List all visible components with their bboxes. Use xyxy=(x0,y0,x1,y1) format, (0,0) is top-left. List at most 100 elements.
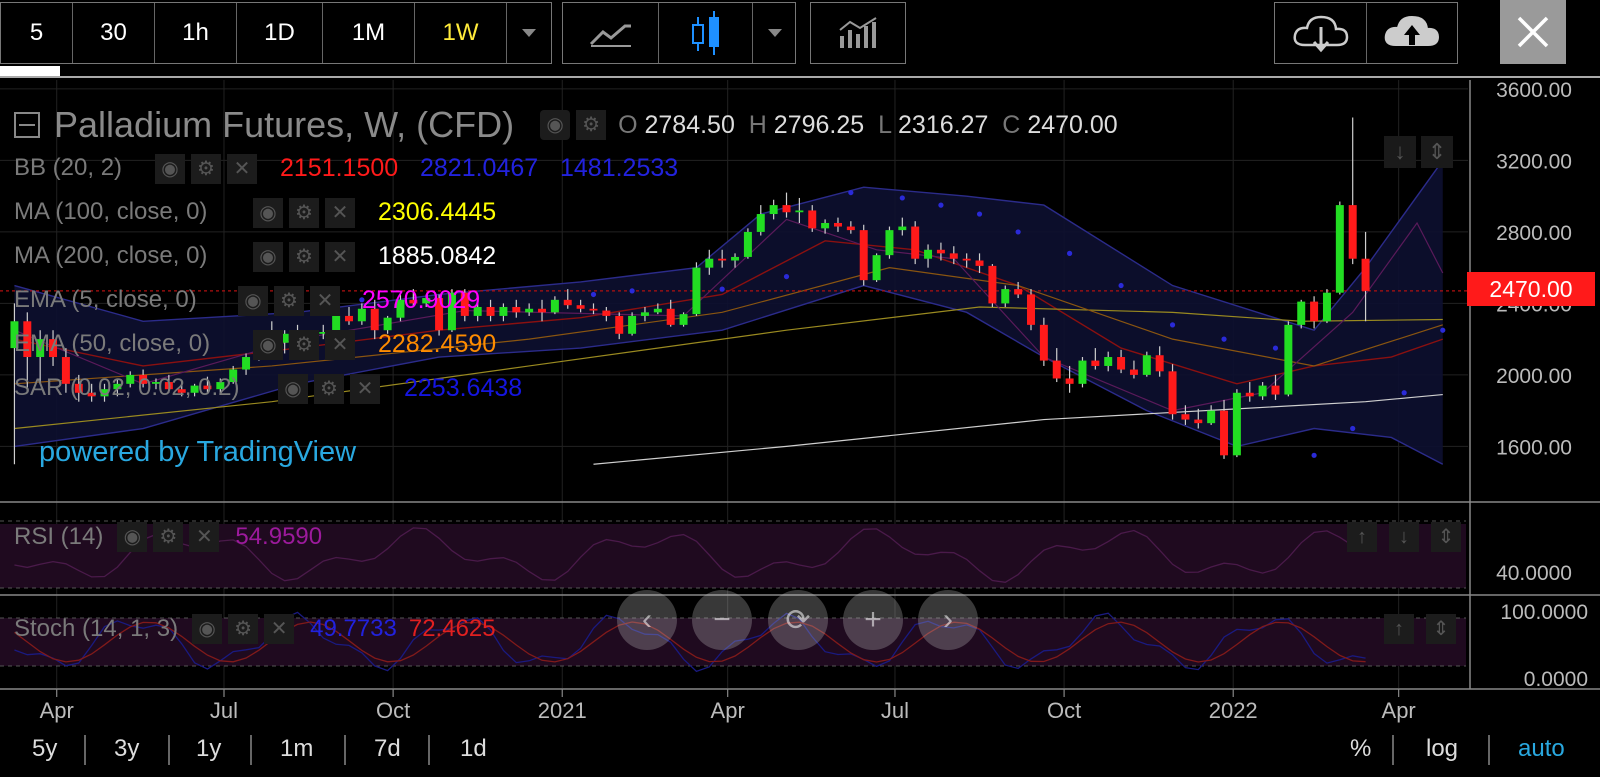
range-1y[interactable]: 1y xyxy=(196,735,222,762)
indicators-button[interactable] xyxy=(811,3,905,63)
gear-icon[interactable]: ⚙ xyxy=(228,614,259,644)
updown-icon[interactable]: ⇕ xyxy=(1426,614,1456,644)
eye-icon[interactable]: ◉ xyxy=(253,198,283,228)
gear-icon[interactable]: ⚙ xyxy=(153,522,184,552)
remove-icon[interactable]: ✕ xyxy=(325,242,355,272)
candle xyxy=(576,299,585,313)
reset-button[interactable]: ⟳ xyxy=(768,590,828,650)
interval-1h[interactable]: 1h xyxy=(155,3,237,63)
candle-body xyxy=(692,267,701,315)
remove-icon[interactable]: ✕ xyxy=(350,374,380,404)
stoch-pane-controls: ↑ ⇕ xyxy=(1384,614,1462,644)
chart-type-dropdown[interactable] xyxy=(753,3,797,63)
remove-icon[interactable]: ✕ xyxy=(227,154,257,184)
gear-icon[interactable]: ⚙ xyxy=(289,242,319,272)
candle-body xyxy=(49,339,58,358)
candle xyxy=(203,376,212,393)
range-5y[interactable]: 5y xyxy=(32,735,58,762)
time-tick-label: 2022 xyxy=(1209,698,1258,723)
gear-icon[interactable]: ⚙ xyxy=(274,286,304,316)
gear-icon[interactable]: ⚙ xyxy=(576,110,607,140)
candle-body xyxy=(499,306,508,316)
range-bar: 5y 3y 1y 1m 7d 1d % log auto xyxy=(0,725,1600,777)
candle xyxy=(550,296,559,315)
eye-icon[interactable]: ◉ xyxy=(253,242,283,272)
gear-icon[interactable]: ⚙ xyxy=(314,374,344,404)
scroll-left-button[interactable]: ‹ xyxy=(617,590,677,650)
remove-icon[interactable]: ✕ xyxy=(189,522,220,552)
powered-by-label[interactable]: powered by TradingView xyxy=(39,436,357,468)
candle-body xyxy=(409,299,418,304)
candle-body xyxy=(1245,392,1254,397)
interval-dropdown[interactable] xyxy=(507,3,551,63)
candlestick-button[interactable] xyxy=(659,3,753,63)
percent-scale-toggle[interactable]: % xyxy=(1350,735,1372,762)
interval-30[interactable]: 30 xyxy=(73,3,155,63)
gear-icon[interactable]: ⚙ xyxy=(289,330,319,360)
range-1m[interactable]: 1m xyxy=(280,735,314,762)
collapse-icon[interactable] xyxy=(14,112,40,138)
gear-icon[interactable]: ⚙ xyxy=(191,154,221,184)
bollinger-fill xyxy=(14,160,1443,465)
scroll-right-button[interactable]: › xyxy=(918,590,978,650)
candle-body xyxy=(1297,301,1306,325)
range-1d[interactable]: 1d xyxy=(460,735,487,762)
time-axis: Apr Jul Oct 2021 Apr Jul Oct 2022 Apr xyxy=(40,689,1416,723)
candle-body xyxy=(1258,385,1267,397)
close-button[interactable] xyxy=(1500,0,1566,64)
range-7d[interactable]: 7d xyxy=(374,735,401,762)
remove-icon[interactable]: ✕ xyxy=(325,330,355,360)
interval-1d[interactable]: 1D xyxy=(237,3,323,63)
eye-icon[interactable]: ◉ xyxy=(155,154,185,184)
candle xyxy=(409,289,418,307)
candle-body xyxy=(1194,419,1203,424)
candle xyxy=(370,299,379,340)
candle xyxy=(769,199,778,220)
eye-icon[interactable]: ◉ xyxy=(540,110,571,140)
interval-5[interactable]: 5 xyxy=(1,3,73,63)
range-3y[interactable]: 3y xyxy=(114,735,140,762)
candle xyxy=(705,249,714,275)
interval-1m[interactable]: 1M xyxy=(323,3,415,63)
candle-body xyxy=(949,253,958,259)
eye-icon[interactable]: ◉ xyxy=(253,330,283,360)
updown-icon[interactable]: ⇕ xyxy=(1421,136,1453,168)
separator xyxy=(428,735,430,765)
candle-body xyxy=(177,389,186,393)
zoom-out-button[interactable]: − xyxy=(692,590,752,650)
candle-body xyxy=(1322,292,1331,322)
eye-icon[interactable]: ◉ xyxy=(238,286,268,316)
remove-icon[interactable]: ✕ xyxy=(310,286,340,316)
indicator-controls: ◉ ⚙ ✕ xyxy=(253,330,361,360)
auto-scale-toggle[interactable]: auto xyxy=(1518,735,1565,762)
remove-icon[interactable]: ✕ xyxy=(325,198,355,228)
candle xyxy=(885,226,894,259)
gear-icon[interactable]: ⚙ xyxy=(289,198,319,228)
line-chart-button[interactable] xyxy=(563,3,659,63)
log-scale-toggle[interactable]: log xyxy=(1426,735,1459,762)
interval-1w[interactable]: 1W xyxy=(415,3,507,63)
indicator-row: SAR (0.02, 0.02, 0.2) ◉ ⚙ ✕ 2253.6438 xyxy=(0,370,1000,410)
candle-body xyxy=(1142,355,1151,375)
eye-icon[interactable]: ◉ xyxy=(117,522,148,552)
zoom-in-button[interactable]: + xyxy=(843,590,903,650)
remove-icon[interactable]: ✕ xyxy=(264,614,295,644)
candle-body xyxy=(769,205,778,215)
save-button[interactable] xyxy=(1367,3,1457,63)
load-button[interactable] xyxy=(1275,3,1367,63)
candle-body xyxy=(74,383,83,393)
eye-icon[interactable]: ◉ xyxy=(278,374,308,404)
candle xyxy=(898,217,907,236)
arrow-down-icon[interactable]: ↓ xyxy=(1384,136,1416,168)
arrow-down-icon[interactable]: ↓ xyxy=(1389,522,1419,552)
save-load-group xyxy=(1274,2,1458,64)
arrow-up-icon[interactable]: ↑ xyxy=(1347,522,1377,552)
candle-body xyxy=(1348,205,1357,259)
eye-icon[interactable]: ◉ xyxy=(192,614,223,644)
top-toolbar: 5 30 1h 1D 1M 1W xyxy=(0,0,1600,78)
candle xyxy=(653,303,662,315)
candle xyxy=(1220,399,1229,459)
updown-icon[interactable]: ⇕ xyxy=(1431,522,1461,552)
candle-body xyxy=(602,310,611,316)
arrow-up-icon[interactable]: ↑ xyxy=(1384,614,1414,644)
